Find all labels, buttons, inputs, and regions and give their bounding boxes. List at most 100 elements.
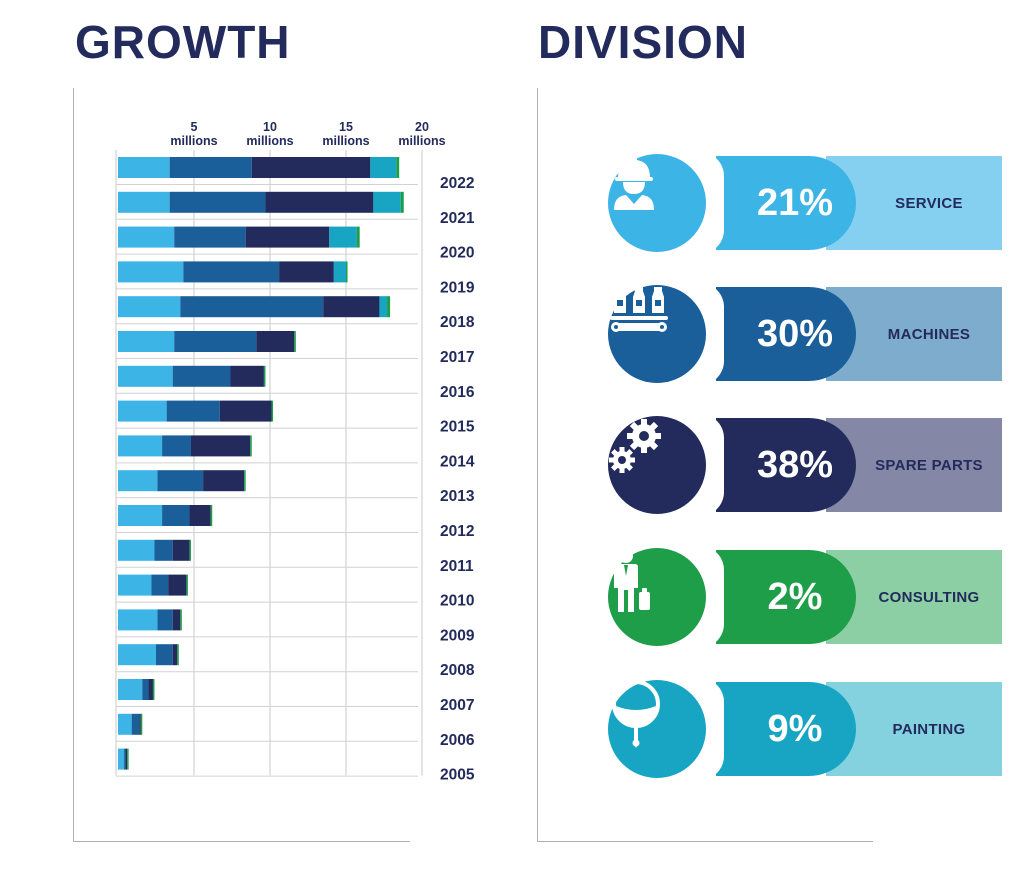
division-percent-box: 2%: [716, 550, 856, 644]
division-icon-circle: [608, 548, 706, 646]
year-label: 2017: [440, 349, 474, 366]
year-label: 2016: [440, 384, 475, 401]
bar-segment-spare-parts: [139, 713, 141, 735]
x-tick-value: 15: [339, 120, 353, 134]
year-label: 2020: [440, 245, 474, 262]
division-band: 38% SPARE PARTS: [716, 418, 1002, 512]
bar-segment-machines: [169, 191, 266, 213]
grid-layer: [115, 150, 423, 777]
bar-segment-spare-parts: [219, 400, 272, 422]
bar-segment-machines: [162, 435, 191, 457]
bar-segment-machines: [183, 261, 280, 283]
bar-segment-painting: [333, 261, 346, 283]
year-label: 2019: [440, 279, 475, 296]
bar-segment-consulting: [127, 748, 129, 770]
bar-segment-spare-parts: [148, 679, 153, 700]
year-label: 2012: [440, 523, 474, 540]
bar-segment-machines: [156, 644, 173, 666]
division-label-box: SPARE PARTS: [826, 418, 1002, 512]
bar-segment-spare-parts: [265, 191, 374, 213]
bar-segment-machines: [169, 157, 252, 178]
bar-segment-consulting: [244, 470, 246, 492]
bar-segment-consulting: [210, 505, 213, 526]
bar-segment-machines: [172, 365, 231, 387]
year-label: 2015: [440, 419, 475, 436]
bar-segment-spare-parts: [172, 644, 178, 666]
bar-segment-service: [118, 713, 132, 735]
division-label: CONSULTING: [878, 588, 980, 606]
bar-segment-spare-parts: [172, 609, 181, 631]
bar-segment-consulting: [396, 157, 400, 178]
bar-segment-consulting: [180, 609, 182, 631]
bar-segment-service: [118, 400, 167, 422]
x-tick-value: 10: [263, 120, 277, 134]
bar-segment-machines: [157, 470, 204, 492]
bar-segment-service: [118, 261, 184, 283]
bar-segment-consulting: [263, 365, 266, 387]
bar-segment-consulting: [387, 296, 391, 318]
bar-segment-machines: [154, 539, 173, 561]
bar-segment-consulting: [189, 539, 191, 561]
bar-segment-spare-parts: [172, 539, 190, 561]
bar-segment-service: [118, 539, 155, 561]
bar-segment-spare-parts: [168, 574, 187, 596]
bar-segment-consulting: [177, 644, 179, 666]
division-title: DIVISION: [538, 16, 748, 68]
x-tick-unit: millions: [322, 134, 369, 148]
year-label: 2010: [440, 593, 474, 610]
year-label: 2007: [440, 697, 474, 714]
division-label: SERVICE: [895, 194, 963, 212]
year-label: 2022: [440, 175, 474, 192]
year-label: 2014: [440, 453, 475, 470]
year-label: 2006: [440, 732, 475, 749]
bar-segment-spare-parts: [189, 505, 211, 526]
bar-segment-service: [118, 748, 125, 770]
x-tick-label: 15 millions: [322, 120, 369, 148]
bar-segment-service: [118, 679, 143, 700]
bar-segment-painting: [373, 191, 401, 213]
division-icon-circle: [608, 285, 706, 383]
x-tick-label: 5 millions: [170, 120, 217, 148]
bar-segment-spare-parts: [230, 365, 264, 387]
bar-segment-machines: [166, 400, 220, 422]
division-percent-box: 21%: [716, 156, 856, 250]
bar-segment-consulting: [271, 400, 274, 422]
x-tick-unit: millions: [246, 134, 293, 148]
year-label: 2009: [440, 627, 475, 644]
bar-segment-machines: [124, 748, 126, 770]
bar-segment-spare-parts: [125, 748, 128, 770]
division-row-service: 21% SERVICE: [608, 152, 1002, 254]
division-percent: 9%: [767, 707, 823, 750]
bar-segment-service: [118, 226, 175, 248]
x-tick-unit: millions: [170, 134, 217, 148]
bar-segment-consulting: [250, 435, 252, 457]
bar-segment-consulting: [346, 261, 348, 283]
bar-segment-spare-parts: [245, 226, 330, 248]
bar-segment-painting: [379, 296, 388, 318]
year-label: 2008: [440, 662, 475, 679]
division-row-painting: 9% PAINTING: [608, 678, 1002, 780]
division-percent: 30%: [756, 312, 834, 355]
bar-segment-spare-parts: [190, 435, 251, 457]
division-percent: 2%: [767, 575, 823, 618]
division-band: 21% SERVICE: [716, 156, 1002, 250]
bar-segment-service: [118, 296, 181, 318]
division-band: 2% CONSULTING: [716, 550, 1002, 644]
year-label: 2018: [440, 314, 475, 331]
bar-segment-machines: [174, 331, 257, 352]
year-label: 2005: [440, 767, 475, 784]
year-label: 2011: [440, 558, 474, 575]
x-tick-value: 20: [415, 120, 429, 134]
bar-segment-consulting: [400, 191, 404, 213]
division-percent-box: 38%: [716, 418, 856, 512]
division-band: 9% PAINTING: [716, 682, 1002, 776]
division-row-spare-parts: 38% SPARE PARTS: [608, 414, 1002, 516]
x-tick-label: 10 millions: [246, 120, 293, 148]
bar-segment-consulting: [186, 574, 188, 596]
year-label: 2021: [440, 210, 475, 227]
bar-segment-consulting: [356, 226, 360, 248]
division-percent-box: 30%: [716, 287, 856, 381]
division-frame-bottom: [537, 841, 873, 842]
